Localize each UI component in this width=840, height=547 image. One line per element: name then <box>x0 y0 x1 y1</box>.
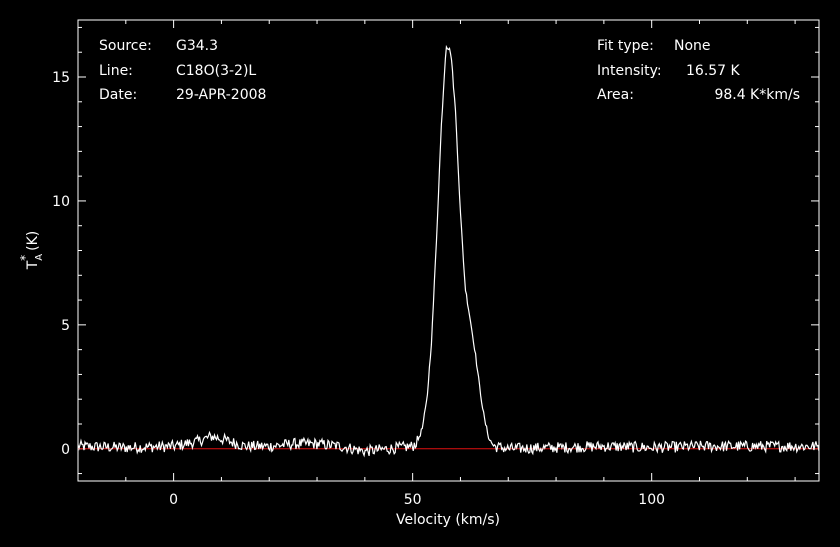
y-tick-label: 15 <box>52 70 70 86</box>
svg-text:TA*(K): TA*(K) <box>18 231 45 271</box>
info-right: Fit type: None Intensity: 16.57 K Area: … <box>597 38 800 103</box>
line-key: Line: <box>99 63 133 79</box>
x-axis-label: Velocity (km/s) <box>396 512 500 528</box>
line-value: C18O(3-2)L <box>176 63 256 79</box>
x-tick-label: 50 <box>404 492 422 508</box>
source-key: Source: <box>99 38 152 54</box>
fit-type-key: Fit type: <box>597 38 654 54</box>
area-value: 98.4 K*km/s <box>714 87 800 103</box>
info-left: Source: G34.3 Line: C18O(3-2)L Date: 29-… <box>99 38 266 103</box>
fit-type-value: None <box>674 38 711 54</box>
intensity-key: Intensity: <box>597 63 662 79</box>
date-value: 29-APR-2008 <box>176 87 266 103</box>
date-key: Date: <box>99 87 137 103</box>
x-tick-label: 100 <box>638 492 665 508</box>
area-key: Area: <box>597 87 634 103</box>
y-axis-label: TA*(K) <box>18 231 45 271</box>
source-value: G34.3 <box>176 38 218 54</box>
y-tick-label: 0 <box>61 442 70 458</box>
x-tick-label: 0 <box>169 492 178 508</box>
y-tick-label: 5 <box>61 318 70 334</box>
spectrum-line <box>77 44 820 458</box>
tick-labels: 0 50 100 0 5 10 15 <box>52 70 665 508</box>
axis-ticks <box>78 20 819 481</box>
intensity-value: 16.57 K <box>686 63 741 79</box>
y-tick-label: 10 <box>52 194 70 210</box>
